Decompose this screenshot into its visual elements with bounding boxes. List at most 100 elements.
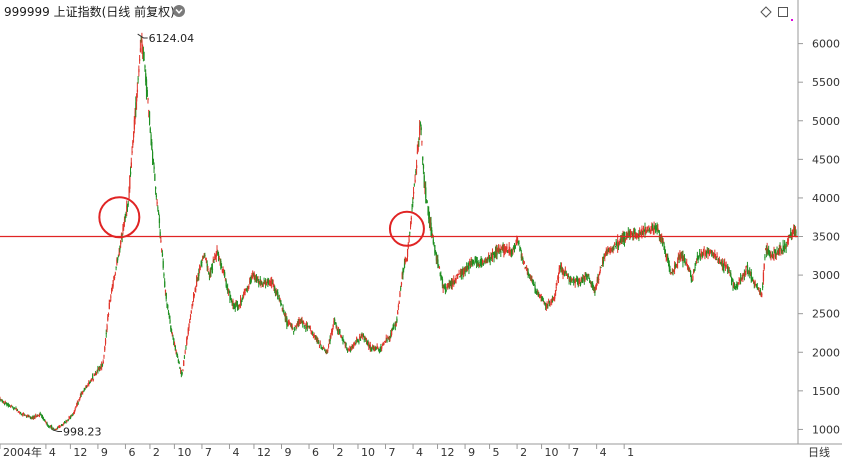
- candle-body: [651, 225, 653, 229]
- candle-body: [180, 370, 182, 372]
- candle-body: [760, 292, 762, 296]
- candle-body: [58, 425, 60, 428]
- candle-body: [357, 339, 359, 341]
- candle-body: [778, 248, 781, 255]
- candle-body: [708, 250, 710, 254]
- x-tick-label: 9: [284, 446, 291, 459]
- candle-body: [678, 257, 680, 259]
- candle-body: [591, 282, 593, 286]
- x-tick-label: 7: [389, 446, 396, 459]
- candle-body: [433, 242, 435, 244]
- candle-body: [184, 351, 186, 353]
- candle-body: [717, 258, 719, 260]
- candle-body: [60, 424, 63, 426]
- candle-body: [312, 334, 315, 335]
- candle-body: [517, 238, 519, 242]
- candle-body: [274, 286, 276, 291]
- candle-body: [199, 268, 201, 270]
- candle-body: [288, 321, 290, 324]
- candle-body: [23, 414, 25, 416]
- candle-body: [642, 232, 644, 234]
- candle-body: [238, 306, 240, 308]
- candle-body: [111, 288, 113, 291]
- candle-body: [29, 416, 31, 418]
- candle-body: [377, 347, 379, 349]
- candle-body: [137, 78, 139, 80]
- candle-body: [529, 277, 531, 278]
- diamond-icon[interactable]: [760, 6, 772, 18]
- candle-body: [20, 413, 22, 415]
- candle-body: [181, 372, 183, 374]
- candle-body: [337, 329, 339, 332]
- candle-body: [44, 420, 46, 421]
- candle-body: [59, 425, 61, 427]
- candle-body: [663, 242, 665, 250]
- candle-body: [302, 322, 304, 325]
- candle-body: [488, 254, 490, 259]
- square-icon[interactable]: [778, 7, 788, 17]
- candle-body: [200, 262, 202, 266]
- candle-body: [533, 284, 535, 286]
- candle-body: [138, 69, 140, 73]
- candle-body: [743, 273, 746, 277]
- candle-body: [605, 249, 607, 253]
- candle-body: [495, 249, 497, 255]
- candle-body: [39, 413, 41, 415]
- candle-body: [535, 292, 538, 294]
- candle-body: [762, 272, 765, 282]
- candle-body: [185, 347, 187, 349]
- candle-body: [548, 301, 550, 303]
- candle-body: [139, 48, 142, 52]
- candle-body: [353, 344, 356, 346]
- candle-body: [310, 331, 312, 332]
- candle-body: [206, 263, 208, 268]
- candle-body: [169, 319, 171, 323]
- candle-body: [314, 337, 316, 339]
- candle-body: [486, 259, 488, 264]
- candle-body: [45, 422, 47, 424]
- candle-body: [268, 281, 270, 285]
- candle-body: [27, 415, 29, 417]
- candle-body: [620, 239, 622, 243]
- candle-body: [622, 235, 624, 242]
- candle-body: [383, 343, 385, 345]
- candle-body: [739, 278, 741, 285]
- candle-body: [507, 250, 509, 252]
- candle-body: [652, 224, 654, 231]
- candle-body: [502, 244, 504, 253]
- candle-body: [479, 265, 481, 267]
- candle-body: [255, 276, 258, 283]
- chevron-down-circle-icon[interactable]: [173, 5, 185, 17]
- candle-body: [326, 352, 328, 354]
- candle-body: [664, 253, 667, 255]
- candle-body: [517, 241, 519, 244]
- candle-body: [636, 237, 638, 238]
- candle-body: [309, 326, 311, 328]
- candle-body: [748, 271, 750, 273]
- candle-body: [564, 273, 566, 276]
- candle-body: [252, 273, 255, 276]
- candle-body: [392, 328, 394, 330]
- candle-body: [772, 254, 774, 259]
- candle-body: [738, 280, 740, 282]
- candle-body: [388, 337, 390, 340]
- candle-body: [340, 334, 342, 336]
- candle-body: [456, 275, 458, 277]
- candle-body: [529, 277, 532, 279]
- candle-body: [208, 272, 210, 274]
- candle-body: [450, 280, 453, 287]
- candle-body: [247, 286, 249, 288]
- candle-body: [153, 166, 155, 170]
- candle-body: [694, 266, 696, 268]
- x-tick-label: 2004年: [3, 445, 42, 459]
- candle-body: [463, 267, 466, 273]
- candle-body: [675, 266, 677, 268]
- candle-body: [221, 269, 224, 272]
- candle-body: [70, 415, 73, 417]
- candle-body: [481, 261, 483, 264]
- candle-body: [243, 294, 245, 297]
- candle-body: [606, 253, 608, 255]
- candle-body: [176, 353, 178, 355]
- candle-body: [485, 259, 487, 263]
